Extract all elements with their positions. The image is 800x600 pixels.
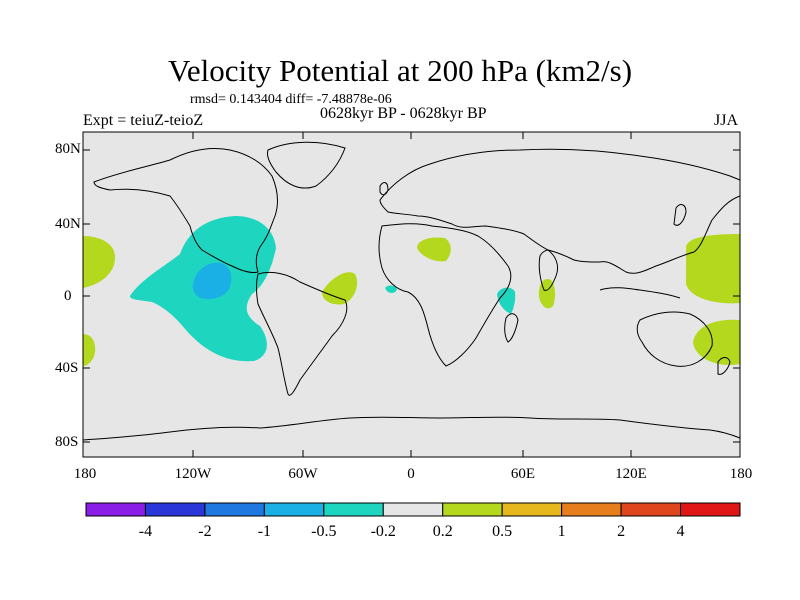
colorbar-swatch [442,502,503,517]
coastline-indonesia [599,287,681,299]
coastline-africa [378,223,512,367]
negative-area-gulf-guinea [385,285,397,293]
coastline-uk [379,182,389,196]
colorbar-label: -0.5 [311,523,336,540]
axis-ticks [83,132,740,457]
positive-area-pacific-north [686,234,740,304]
colorbar-label: 2 [617,523,625,540]
coastline-greenland [267,141,346,189]
colorbar-label: -2 [198,523,211,540]
lat-tick-80n: 80N [55,141,81,157]
lon-tick-0: 0 [407,466,415,482]
lon-tick-180e: 180 [729,466,753,482]
colorbar-label: -4 [139,523,152,540]
positive-area-sahara [417,237,451,262]
experiment-label: Expt = teiuZ-teioZ [83,112,204,129]
coastline-europe-asia [379,148,741,274]
period-label: 0628kyr BP - 0628kyr BP [320,105,487,122]
colorbar-label: 0.2 [433,523,453,540]
colorbar-label: 4 [677,523,685,540]
coastline-japan [673,204,687,226]
plot-title: Velocity Potential at 200 hPa (km2/s) [167,53,633,88]
coastline-north-america [93,147,278,273]
colorbar-swatch [382,502,444,517]
negative-area-east-africa [497,287,516,314]
colorbar-swatch [144,502,206,517]
positive-area-west-pacific-edge [83,236,116,288]
lat-tick-80s: 80S [55,434,79,450]
strong-negative-core [192,262,232,300]
colorbar-swatch [561,502,622,517]
stats-label: rmsd= 0.143404 diff= -7.48878e-06 [190,92,392,107]
coastline-new-zealand [717,357,731,375]
colorbar-swatch [620,502,682,517]
colorbar-label: -0.2 [371,523,396,540]
colorbar-label: 0.5 [492,523,512,540]
positive-anomaly-areas [83,234,740,366]
coastline-south-america [256,271,348,396]
colorbar: -4 -2 -1 -0.5 -0.2 0.2 0.5 1 2 4 [85,502,741,540]
colorbar-swatch [204,502,265,517]
coastlines [82,141,741,441]
lon-tick-120e: 120E [615,466,647,482]
lat-tick-40n: 40N [55,216,81,232]
coastline-australia [636,311,713,367]
lat-tick-40s: 40S [55,360,79,376]
coastline-madagascar [504,313,519,343]
colorbar-label: -1 [258,523,271,540]
lon-tick-120w: 120W [174,466,212,482]
colorbar-label: 1 [558,523,566,540]
positive-area-south-pacific-edge [83,334,96,366]
colorbar-swatch [501,502,563,517]
colorbar-swatch [85,502,146,517]
positive-area-brazil [322,272,358,305]
lon-tick-60w: 60W [288,466,318,482]
lon-tick-180w: 180 [73,466,97,482]
positive-area-pacific-south [693,319,740,366]
colorbar-swatch [323,502,384,517]
colorbar-swatch [680,502,741,517]
coastline-antarctica [82,416,741,441]
lat-tick-eq: 0 [64,288,72,304]
coastline-india [538,249,559,291]
season-label: JJA [714,112,739,129]
lon-tick-60e: 60E [510,466,536,482]
colorbar-swatch [263,502,325,517]
